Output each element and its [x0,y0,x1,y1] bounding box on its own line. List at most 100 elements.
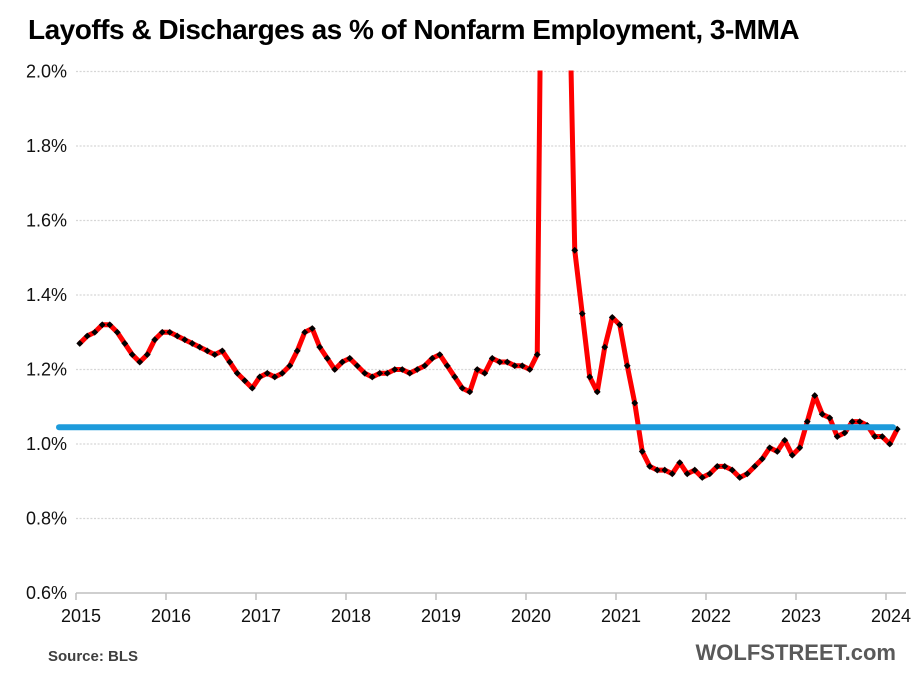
data-point-marker [833,433,841,440]
data-point-marker [818,410,826,418]
y-axis-tick-label: 1.2% [26,360,67,380]
data-point-marker [376,369,384,377]
data-point-marker [698,474,706,481]
data-point-marker [526,366,534,373]
x-axis-tick-label: 2019 [421,606,461,626]
y-axis-tick-label: 1.8% [26,136,67,156]
data-point-marker [871,433,879,440]
data-point-marker [473,366,481,373]
x-axis-tick-label: 2015 [61,606,101,626]
data-point-marker [263,369,271,377]
data-point-marker [323,354,331,362]
data-point-marker [743,470,751,478]
data-point-marker [91,328,99,336]
data-point-marker [773,448,781,455]
data-point-marker [143,351,151,358]
data-point-marker [271,373,279,381]
data-point-marker [166,328,174,336]
data-point-marker [203,347,211,355]
data-point-marker [661,466,669,474]
data-point-marker [383,369,391,377]
data-point-marker [436,351,444,358]
data-point-marker [646,462,654,470]
data-point-marker [878,433,886,440]
data-point-marker [728,466,736,474]
data-point-marker [316,343,324,351]
data-point-marker [151,336,159,344]
data-point-marker [803,418,811,426]
data-point-marker [481,369,489,377]
data-point-marker [428,354,436,362]
data-point-marker [856,418,864,426]
data-point-marker [331,366,339,373]
y-axis-tick-label: 2.0% [26,62,67,82]
branding-wolfstreet: WOLFSTREET.com [695,640,896,665]
data-point-marker [593,388,601,396]
data-point-marker [76,340,84,347]
data-point-marker [443,362,451,370]
data-point-marker [241,377,249,385]
x-axis-tick-label: 2023 [781,606,821,626]
data-point-marker [668,470,676,478]
data-point-marker [571,246,579,254]
data-point-marker [421,362,429,370]
data-point-marker [98,321,106,329]
data-point-marker [226,358,234,366]
data-point-marker [293,347,301,355]
data-point-marker [466,388,474,396]
data-point-marker [83,332,91,340]
data-point-marker [451,373,459,381]
y-axis-tick-label: 1.0% [26,434,67,454]
data-point-marker [121,340,129,347]
data-point-marker [368,373,376,381]
data-point-marker [623,362,631,370]
data-point-marker [518,362,526,370]
data-point-marker [751,462,759,470]
x-axis-tick-label: 2022 [691,606,731,626]
x-axis-tick-label: 2017 [241,606,281,626]
data-point-marker [413,366,421,373]
data-point-marker [196,343,204,351]
data-point-marker [188,340,196,347]
chart-title: Layoffs & Discharges as % of Nonfarm Emp… [28,14,800,45]
data-point-marker [338,358,346,366]
data-point-marker [616,321,624,329]
data-point-marker [533,351,541,358]
data-point-marker [758,455,766,463]
data-point-marker [601,343,609,351]
x-axis-tick-label: 2016 [151,606,191,626]
data-point-marker [211,351,219,358]
data-point-marker [736,474,744,481]
data-point-marker [346,354,354,362]
data-point-marker [458,384,466,392]
data-point-marker [278,369,286,377]
data-point-marker [173,332,181,340]
data-point-marker [848,418,856,426]
data-point-marker [391,366,399,373]
data-point-marker [811,392,819,399]
data-point-marker [721,462,729,470]
y-axis-tick-label: 1.4% [26,285,67,305]
data-point-marker [503,358,511,366]
data-point-marker [841,429,849,437]
data-point-marker [496,358,504,366]
data-point-marker [361,369,369,377]
data-point-marker [788,451,796,459]
data-point-marker [766,444,774,452]
y-axis-tick-label: 1.6% [26,211,67,231]
data-point-marker [638,448,646,455]
data-point-marker [691,466,699,474]
data-point-marker [353,362,361,370]
data-point-marker [488,354,496,362]
data-point-marker [683,470,691,478]
data-point-marker [256,373,264,381]
x-axis-tick-label: 2018 [331,606,371,626]
x-axis-tick-label: 2024 [871,606,911,626]
data-point-marker [826,414,834,422]
y-axis-tick-label: 0.6% [26,583,67,603]
data-point-marker [706,470,714,478]
data-point-marker [586,373,594,381]
data-point-marker [676,459,684,467]
